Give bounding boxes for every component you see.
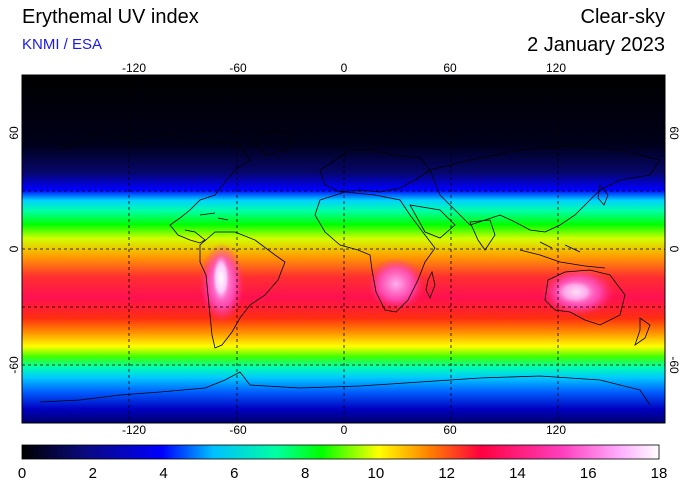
colorbar-tick-label: 18 [651, 465, 668, 482]
colorbar-tick-label: 10 [368, 465, 385, 482]
south-america-coast [199, 231, 286, 349]
lon-bottom-label: -60 [229, 423, 247, 437]
lat-left-label: 0 [7, 245, 21, 252]
colorbar-tick-label: 2 [89, 465, 97, 482]
lat-right-label: 0 [667, 246, 681, 253]
japan-coast [597, 184, 609, 206]
asia-coast [429, 144, 661, 233]
lon-top-label: 60 [443, 61, 457, 75]
lon-top-label: 120 [546, 61, 566, 75]
lon-top-label: 0 [341, 61, 348, 75]
colorbar [21, 444, 660, 460]
antarctica-coast [39, 371, 651, 406]
indonesia-coast [519, 241, 606, 269]
sky-condition-label: Clear-sky [580, 6, 665, 28]
graticule [22, 75, 665, 423]
lat-left-label: -60 [7, 356, 21, 374]
colorbar-tick-label: 6 [230, 465, 238, 482]
map-title: Erythemal UV index [22, 6, 199, 28]
greenland-coast [254, 129, 296, 156]
lat-right-label: -60 [667, 356, 681, 374]
india-coast [469, 219, 496, 251]
north-america-coast [59, 134, 251, 244]
colorbar-tick-label: 8 [301, 465, 309, 482]
lon-bottom-label: 60 [443, 423, 457, 437]
colorbar-tick-label: 16 [580, 465, 597, 482]
madagascar-coast [425, 270, 436, 299]
australia-coast [544, 269, 626, 326]
map-panel [22, 75, 665, 423]
colorbar-tick-label: 0 [18, 465, 26, 482]
colorbar-labels: 0 2 4 6 8 10 12 14 16 18 [18, 465, 668, 482]
colorbar-tick-label: 4 [159, 465, 167, 482]
lon-bottom-label: 120 [546, 423, 566, 437]
europe-coast [319, 149, 431, 193]
southern-africa-high-uv [368, 258, 424, 310]
lat-left-label: 60 [7, 126, 21, 140]
map-frame [21, 74, 666, 424]
credit-label: KNMI / ESA [22, 36, 103, 53]
andes-extreme-uv [212, 254, 230, 302]
lon-top-label: -120 [122, 61, 146, 75]
date-label: 2 January 2023 [527, 34, 665, 56]
australia-peak-uv [555, 280, 595, 304]
caribbean-islands [199, 212, 229, 221]
lon-bottom-label: 0 [341, 423, 348, 437]
colorbar-tick-label: 14 [509, 465, 526, 482]
africa-coast [314, 191, 436, 313]
arabia-coast [409, 204, 456, 239]
lon-bottom-label: -120 [122, 423, 146, 437]
lat-right-label: 60 [667, 126, 681, 140]
coastlines [39, 129, 661, 406]
new-zealand-coast [634, 317, 651, 347]
colorbar-tick-label: 12 [438, 465, 455, 482]
lon-top-label: -60 [229, 61, 247, 75]
